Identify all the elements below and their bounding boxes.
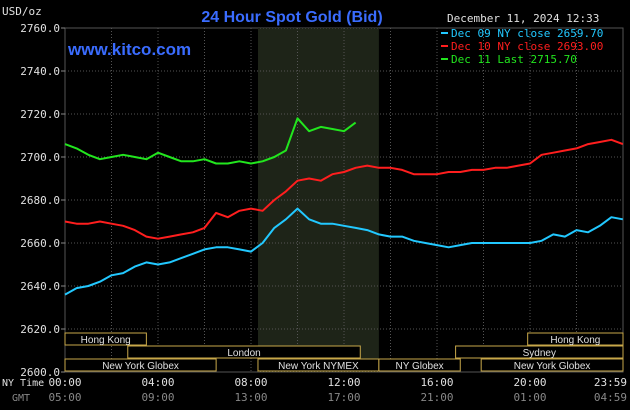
x-axis: 00:00 04:00 08:00 12:00 16:00 20:00 23:59 05:00… bbox=[2, 376, 627, 404]
session-box bbox=[127, 345, 361, 359]
y-axis-unit: USD/oz bbox=[2, 5, 42, 18]
y-axis: 2760.0 2740.0 2720.0 2700.0 2680.0 2660.0 2640… bbox=[20, 22, 65, 379]
x-tick-label-ny: 20:00 bbox=[513, 376, 546, 389]
y-tick-label: 2620.0 bbox=[20, 323, 60, 336]
x-tick-label-ny: 12:00 bbox=[327, 376, 360, 389]
x-tick-label-gmt: 21:00 bbox=[420, 391, 453, 404]
y-tick-label: 2680.0 bbox=[20, 194, 60, 207]
series-lines bbox=[64, 117, 624, 296]
chart-title: 24 Hour Spot Gold (Bid) bbox=[201, 9, 382, 26]
y-tick-label: 2640.0 bbox=[20, 280, 60, 293]
session-box bbox=[64, 332, 147, 346]
y-tick-label: 2700.0 bbox=[20, 151, 60, 164]
x-tick-label-ny: 00:00 bbox=[48, 376, 81, 389]
session-box bbox=[378, 358, 461, 372]
session-box bbox=[480, 358, 624, 372]
legend-entry: Dec 11 Last 2715.70 bbox=[451, 53, 577, 66]
market-sessions: Hong Kong London New York Globex New York N… bbox=[64, 332, 624, 372]
session-label: New York Globex bbox=[514, 361, 591, 372]
session-label: London bbox=[227, 348, 260, 359]
x-tick-label-ny: 04:00 bbox=[141, 376, 174, 389]
x-tick-label-gmt: 04:59 bbox=[594, 391, 627, 404]
session-label: New York NYMEX bbox=[278, 361, 359, 372]
session-label: NY Globex bbox=[395, 361, 443, 372]
x-tick-label-gmt: 01:00 bbox=[513, 391, 546, 404]
y-tick-label: 2740.0 bbox=[20, 65, 60, 78]
row-label-ny: NY Time bbox=[2, 378, 44, 389]
x-tick-label-ny: 23:59 bbox=[594, 376, 627, 389]
series-line-2 bbox=[64, 117, 357, 165]
series-line-0 bbox=[64, 207, 623, 296]
session-box bbox=[527, 332, 624, 346]
y-tick-label: 2600.0 bbox=[20, 366, 60, 379]
y-tick-label: 2660.0 bbox=[20, 237, 60, 250]
session-box bbox=[455, 345, 624, 359]
chart-datetime: December 11, 2024 12:33 bbox=[447, 12, 599, 25]
x-tick-label-gmt: 09:00 bbox=[141, 391, 174, 404]
brand-link[interactable]: www.kitco.com bbox=[67, 40, 191, 59]
row-label-gmt: GMT bbox=[12, 393, 30, 404]
y-tick-label: 2720.0 bbox=[20, 108, 60, 121]
grid bbox=[64, 27, 624, 373]
x-tick-label-ny: 16:00 bbox=[420, 376, 453, 389]
legend-entry: Dec 09 NY close 2659.70 bbox=[451, 27, 603, 40]
x-tick-label-gmt: 13:00 bbox=[234, 391, 267, 404]
session-label: New York Globex bbox=[102, 361, 179, 372]
legend-entry: Dec 10 NY close 2693.00 bbox=[451, 40, 603, 53]
session-label: Hong Kong bbox=[81, 335, 131, 346]
x-tick-label-gmt: 17:00 bbox=[327, 391, 360, 404]
x-tick-label-ny: 08:00 bbox=[234, 376, 267, 389]
ny-session-highlight bbox=[257, 28, 379, 372]
series-line-1 bbox=[64, 138, 624, 240]
session-label: Hong Kong bbox=[550, 335, 600, 346]
x-tick-label-gmt: 05:00 bbox=[48, 391, 81, 404]
session-box bbox=[64, 358, 217, 372]
y-tick-label: 2760.0 bbox=[20, 22, 60, 35]
session-label: Sydney bbox=[523, 348, 556, 359]
